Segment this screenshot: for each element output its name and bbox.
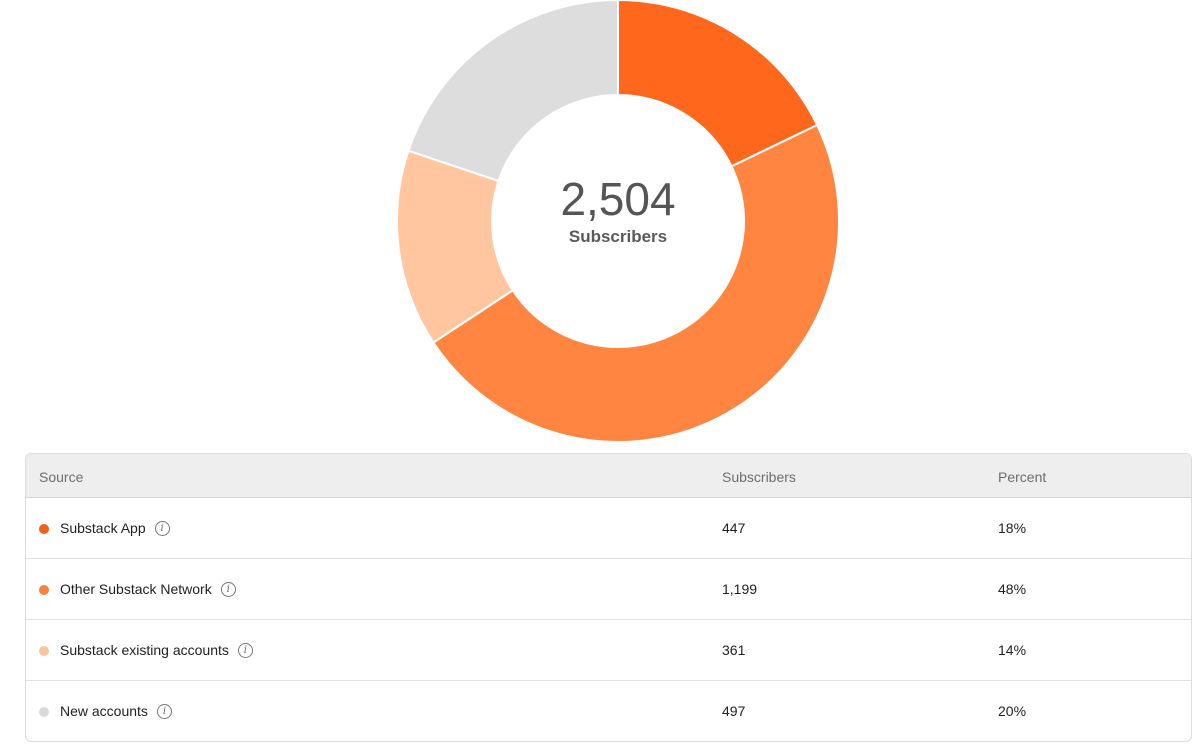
table-row: Substack App i 447 18%: [26, 498, 1191, 559]
source-label: Substack existing accounts: [60, 642, 229, 658]
donut-svg: [396, 0, 840, 442]
table-row: New accounts i 497 20%: [26, 681, 1191, 741]
percent-cell: 20%: [998, 703, 1027, 719]
source-cell: Other Substack Network i: [60, 581, 236, 597]
legend-dot: [39, 646, 49, 656]
header-source[interactable]: Source: [39, 469, 84, 485]
table-row: Other Substack Network i 1,199 48%: [26, 559, 1191, 620]
subscribers-cell: 497: [722, 703, 746, 719]
legend-dot: [39, 585, 49, 595]
source-cell: Substack App i: [60, 520, 170, 536]
info-circle-icon[interactable]: i: [154, 520, 170, 536]
percent-cell: 18%: [998, 520, 1027, 536]
donut-slice[interactable]: [407, 0, 619, 183]
percent-cell: 14%: [998, 642, 1027, 658]
info-circle-icon[interactable]: i: [156, 703, 172, 719]
subscribers-cell: 361: [722, 642, 746, 658]
table-header: Source Subscribers Percent: [26, 454, 1191, 498]
source-table: Source Subscribers Percent Substack App …: [25, 453, 1192, 742]
legend-dot: [39, 524, 49, 534]
header-subscribers[interactable]: Subscribers: [722, 469, 796, 485]
legend-dot: [39, 707, 49, 717]
subscribers-cell: 447: [722, 520, 746, 536]
center-total: 2,504: [560, 173, 676, 225]
source-cell: New accounts i: [60, 703, 172, 719]
percent-cell: 48%: [998, 581, 1027, 597]
donut-chart: 2,504 Subscribers: [388, 0, 848, 442]
source-label: New accounts: [60, 703, 148, 719]
donut-slice[interactable]: [432, 123, 840, 442]
subscribers-cell: 1,199: [722, 581, 758, 597]
info-circle-icon[interactable]: i: [237, 642, 253, 658]
donut-slice[interactable]: [617, 0, 819, 168]
header-percent[interactable]: Percent: [998, 469, 1047, 485]
info-circle-icon[interactable]: i: [220, 581, 236, 597]
source-cell: Substack existing accounts i: [60, 642, 253, 658]
source-label: Substack App: [60, 520, 146, 536]
source-label: Other Substack Network: [60, 581, 212, 597]
table-row: Substack existing accounts i 361 14%: [26, 620, 1191, 681]
center-label: Subscribers: [568, 227, 668, 246]
